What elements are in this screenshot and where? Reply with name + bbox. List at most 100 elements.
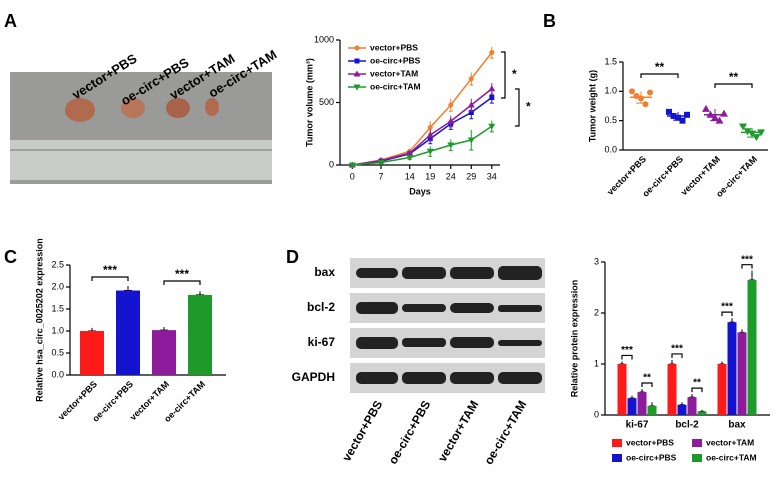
point xyxy=(647,89,653,96)
x-tick-label: ki-67 xyxy=(626,420,649,431)
error-bar xyxy=(710,108,720,122)
annotation: ** xyxy=(693,378,701,389)
y-tick-label: 1.0 xyxy=(51,325,64,335)
sig-bracket xyxy=(721,311,733,317)
y-tick-label: 2.5 xyxy=(51,259,64,269)
y-tick-label: 3 xyxy=(594,256,599,266)
bar xyxy=(152,330,176,375)
point xyxy=(448,102,454,108)
bar xyxy=(116,290,140,375)
error-bar xyxy=(629,395,635,399)
panel-label: D xyxy=(286,247,299,267)
bar xyxy=(627,398,637,415)
annotation: ** xyxy=(643,373,651,384)
y-tick-label: 1.0 xyxy=(604,86,617,96)
tumor-photo xyxy=(10,72,272,184)
error-bar xyxy=(747,127,757,138)
y-tick-label: 0.5 xyxy=(604,115,617,125)
point xyxy=(666,108,672,115)
sig-bracket xyxy=(641,382,653,387)
bar xyxy=(637,392,647,415)
bar xyxy=(677,404,687,415)
legend-swatch xyxy=(692,454,702,462)
error-bar xyxy=(719,361,725,365)
bar xyxy=(80,331,104,375)
blot-row-label: ki-67 xyxy=(308,335,336,349)
blot-row-label: GAPDH xyxy=(292,370,335,384)
y-tick-label: 1 xyxy=(594,358,599,368)
y-tick-label: 1.5 xyxy=(51,303,64,313)
point xyxy=(679,117,686,124)
annotation: *** xyxy=(103,263,117,277)
sig-bracket xyxy=(714,83,753,88)
annotation: ** xyxy=(655,60,665,74)
error-bar xyxy=(160,327,168,331)
point xyxy=(348,162,356,169)
error-bar xyxy=(124,286,132,292)
error-bar xyxy=(689,394,695,398)
x-tick-label: 29 xyxy=(466,171,476,181)
point xyxy=(406,155,414,161)
blot-lane-label: oe-circ+PBS xyxy=(386,398,434,467)
y-tick-label: 500 xyxy=(319,97,334,107)
legend-label: vector+PBS xyxy=(370,42,418,52)
annotation: *** xyxy=(621,345,633,356)
marker xyxy=(353,84,361,91)
y-axis-label: Relative protein expression xyxy=(569,280,579,398)
error-bar xyxy=(679,402,685,406)
point xyxy=(739,123,747,131)
bar xyxy=(647,405,657,415)
point xyxy=(447,142,455,149)
legend-swatch xyxy=(692,439,702,447)
y-tick-label: 0.0 xyxy=(51,369,64,379)
error-bar xyxy=(673,111,683,121)
y-tick-label: 2.0 xyxy=(51,281,64,291)
blot xyxy=(350,258,545,393)
bar xyxy=(747,279,757,415)
bar xyxy=(687,397,697,415)
point xyxy=(468,110,474,115)
point xyxy=(720,109,728,117)
error-bar xyxy=(619,361,625,365)
blot-lane-label: oe-circ+TAM xyxy=(481,398,529,467)
legend-label: vector+TAM xyxy=(370,68,418,78)
sig-bracket xyxy=(691,387,703,393)
legend-label: oe-circ+PBS xyxy=(370,55,421,65)
point xyxy=(467,101,475,108)
x-tick-label: 14 xyxy=(405,171,415,181)
error-bar xyxy=(649,402,655,407)
point xyxy=(406,149,414,156)
x-tick-label: bax xyxy=(728,420,746,431)
x-tick-label: 7 xyxy=(379,171,384,181)
blot-row-label: bax xyxy=(314,265,335,279)
sig-bracket xyxy=(671,353,683,358)
y-axis-label: Tumor weight (g) xyxy=(587,70,597,142)
point xyxy=(489,95,495,100)
y-tick-label: 0.5 xyxy=(51,347,64,357)
sig-bracket xyxy=(163,280,201,285)
sig-bracket xyxy=(515,88,520,127)
point xyxy=(488,85,496,92)
legend-label: vector+PBS xyxy=(626,437,674,447)
point xyxy=(488,123,496,130)
x-tick-label: 34 xyxy=(487,171,497,181)
annotation: *** xyxy=(741,254,753,265)
sig-bracket xyxy=(621,354,633,360)
sig-bracket xyxy=(501,51,506,99)
panel-label: B xyxy=(543,11,556,31)
bar xyxy=(727,322,737,415)
point xyxy=(377,160,385,166)
error-bar xyxy=(669,359,675,365)
y-tick-label: 1.5 xyxy=(604,56,617,66)
point xyxy=(426,131,434,138)
point xyxy=(426,148,434,155)
point xyxy=(702,104,710,112)
legend-label: oe-circ+PBS xyxy=(626,452,677,462)
annotation: ** xyxy=(729,70,739,84)
bar xyxy=(717,364,727,415)
error-bar xyxy=(739,329,745,333)
point xyxy=(447,117,455,124)
bar xyxy=(737,332,747,415)
bar xyxy=(697,411,707,415)
